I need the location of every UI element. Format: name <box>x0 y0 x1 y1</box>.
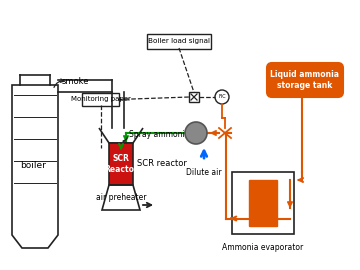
Text: Ammonia evaporator: Ammonia evaporator <box>222 243 303 252</box>
Text: SCR reactor: SCR reactor <box>137 160 187 168</box>
Text: FIC: FIC <box>218 94 226 100</box>
FancyBboxPatch shape <box>267 63 343 97</box>
FancyBboxPatch shape <box>189 92 199 102</box>
Text: smoke: smoke <box>62 76 90 86</box>
FancyArrowPatch shape <box>123 137 127 143</box>
Circle shape <box>185 122 207 144</box>
Text: air preheater: air preheater <box>96 193 146 202</box>
Text: SCR
Reactor: SCR Reactor <box>104 154 138 174</box>
Text: Dilute air: Dilute air <box>186 168 222 177</box>
Text: Spray ammonia grid: Spray ammonia grid <box>129 130 207 139</box>
Circle shape <box>215 90 229 104</box>
FancyBboxPatch shape <box>249 180 277 226</box>
Text: Boiler load signal: Boiler load signal <box>148 39 210 45</box>
FancyBboxPatch shape <box>147 34 211 49</box>
FancyBboxPatch shape <box>82 93 119 106</box>
Text: Monitoring paper: Monitoring paper <box>71 96 130 103</box>
FancyArrowPatch shape <box>54 79 64 87</box>
FancyBboxPatch shape <box>232 172 294 234</box>
Text: Liquid ammonia
storage tank: Liquid ammonia storage tank <box>270 70 339 90</box>
FancyBboxPatch shape <box>109 143 133 185</box>
Text: boiler: boiler <box>20 160 46 170</box>
